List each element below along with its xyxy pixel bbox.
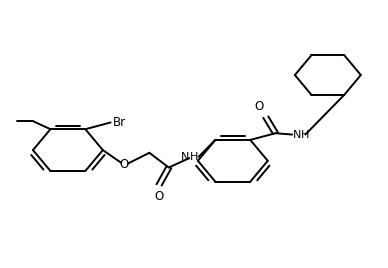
Text: O: O — [154, 190, 164, 203]
Text: N: N — [293, 129, 301, 140]
Text: H: H — [301, 129, 310, 140]
Text: H: H — [190, 152, 198, 162]
Text: N: N — [181, 152, 190, 162]
Text: O: O — [120, 158, 129, 171]
Text: O: O — [254, 100, 263, 113]
Text: Br: Br — [113, 116, 126, 129]
